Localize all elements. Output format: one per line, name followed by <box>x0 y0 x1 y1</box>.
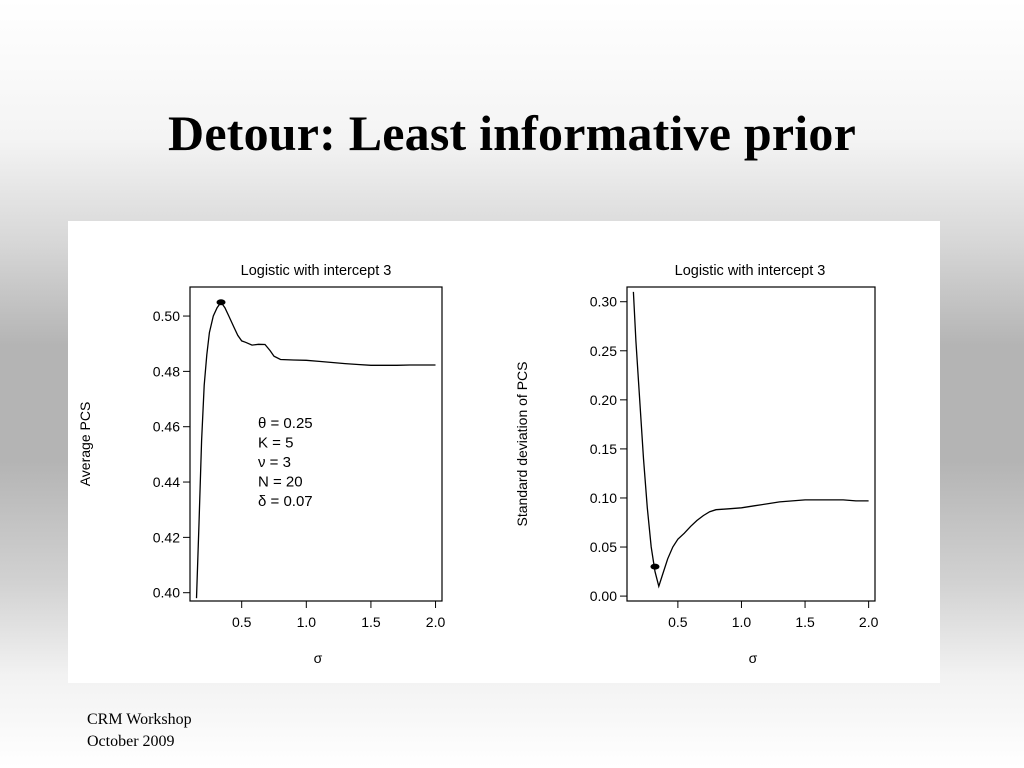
y-tick-label: 0.20 <box>590 392 617 408</box>
charts-svg: Logistic with intercept 3 0.5 1.0 1.5 2.0 0.4… <box>77 263 879 666</box>
x-tick-label: 2.0 <box>426 614 446 630</box>
x-axis-label: σ <box>749 650 758 666</box>
y-tick-label: 0.10 <box>590 490 617 506</box>
y-axis-label: Average PCS <box>77 402 93 487</box>
highlight-marker <box>650 563 660 570</box>
y-tick-label: 0.30 <box>590 294 617 310</box>
y-tick-label: 0.42 <box>153 529 180 545</box>
annotation-line: θ = 0.25 <box>258 415 313 432</box>
x-axis-label: σ <box>314 650 323 666</box>
annotation-line: N = 20 <box>258 474 303 491</box>
y-tick-label: 0.44 <box>153 474 180 490</box>
highlight-marker <box>216 299 226 306</box>
x-tick-label: 1.5 <box>795 614 815 630</box>
series-line <box>195 301 436 599</box>
chart-panel: Logistic with intercept 3 0.5 1.0 1.5 2.0 0.4… <box>68 221 940 683</box>
x-tick-label: 0.5 <box>232 614 252 630</box>
x-tick-label: 2.0 <box>859 614 879 630</box>
y-tick-label: 0.00 <box>590 588 617 604</box>
y-tick-label: 0.48 <box>153 363 180 379</box>
chart-title: Logistic with intercept 3 <box>675 263 826 279</box>
y-axis-label: Standard deviation of PCS <box>514 362 530 527</box>
chart-sd-pcs: Logistic with intercept 3 0.5 1.0 1.5 2.0 0.0… <box>514 263 879 666</box>
footer-workshop: CRM Workshop <box>87 711 192 728</box>
y-tick-label: 0.46 <box>153 419 180 435</box>
x-tick-label: 1.5 <box>361 614 381 630</box>
chart-average-pcs: Logistic with intercept 3 0.5 1.0 1.5 2.0 0.4… <box>77 263 445 666</box>
y-tick-label: 0.25 <box>590 343 617 359</box>
y-tick-label: 0.05 <box>590 539 617 555</box>
plot-frame <box>626 286 876 602</box>
y-tick-label: 0.40 <box>153 585 180 601</box>
slide-title: Detour: Least informative prior <box>168 105 856 161</box>
y-tick-label: 0.50 <box>153 308 180 324</box>
x-tick-label: 1.0 <box>732 614 752 630</box>
footer: CRM Workshop October 2009 <box>87 709 192 753</box>
x-tick-label: 0.5 <box>668 614 688 630</box>
annotation-line: ν = 3 <box>258 454 291 471</box>
chart-title: Logistic with intercept 3 <box>241 263 392 279</box>
footer-date: October 2009 <box>87 733 175 750</box>
series-line <box>632 291 869 589</box>
plot-frame <box>189 286 443 602</box>
x-tick-label: 1.0 <box>297 614 317 630</box>
annotation-line: δ = 0.07 <box>258 493 313 510</box>
annotation-line: K = 5 <box>258 435 293 452</box>
y-tick-label: 0.15 <box>590 441 617 457</box>
